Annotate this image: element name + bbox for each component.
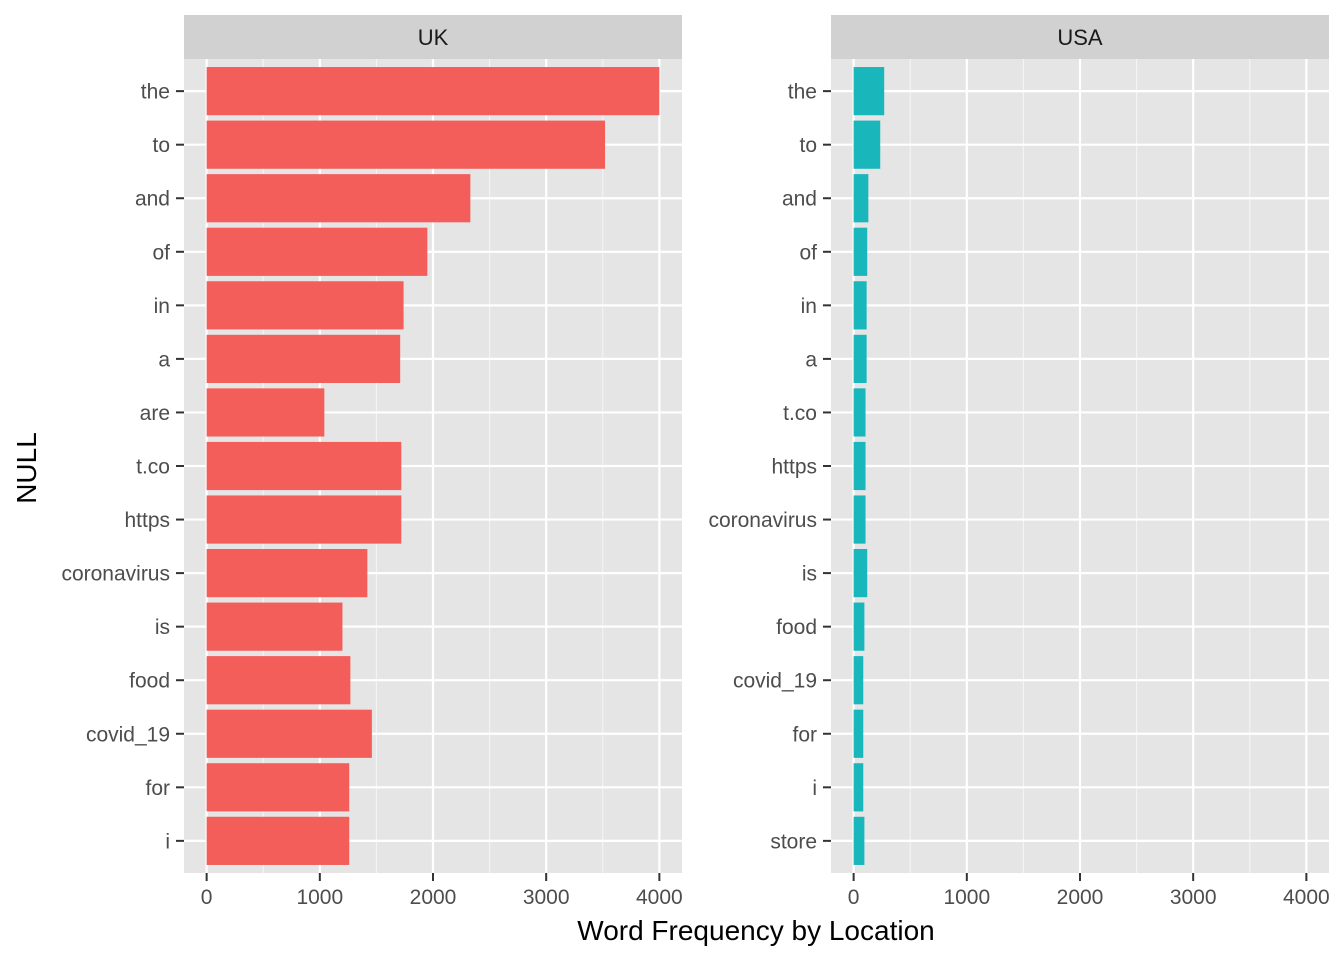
y-tick-label: covid_19 bbox=[86, 723, 170, 746]
x-tick-label: 0 bbox=[848, 886, 860, 909]
x-tick-label: 2000 bbox=[1057, 886, 1104, 909]
y-tick-label: coronavirus bbox=[708, 509, 817, 532]
bar-i bbox=[206, 816, 350, 865]
y-tick-label: covid_19 bbox=[733, 670, 817, 693]
x-tick-label: 2000 bbox=[410, 886, 457, 909]
bar-to bbox=[853, 120, 881, 169]
y-tick-label: i bbox=[165, 830, 170, 853]
y-tick-label: of bbox=[799, 241, 817, 264]
bar-https bbox=[853, 441, 866, 491]
bar-is bbox=[206, 602, 343, 651]
bar-for bbox=[853, 709, 864, 758]
x-tick-label: 1000 bbox=[943, 886, 990, 909]
bar-of bbox=[206, 227, 428, 276]
bar-covid_19 bbox=[853, 656, 864, 705]
facet-label: UK bbox=[418, 25, 449, 50]
y-tick-label: food bbox=[129, 670, 170, 693]
y-tick-label: https bbox=[771, 456, 817, 479]
y-tick-label: the bbox=[141, 81, 170, 104]
bar-the bbox=[853, 67, 885, 116]
y-tick-label: t.co bbox=[136, 456, 170, 479]
facet-strip bbox=[831, 15, 1329, 59]
bar-and bbox=[206, 174, 471, 223]
x-tick-label: 0 bbox=[201, 886, 213, 909]
bar-i bbox=[853, 763, 864, 812]
x-axis-title: Word Frequency by Location bbox=[577, 915, 934, 946]
bar-t.co bbox=[853, 388, 866, 437]
facet-strip bbox=[184, 15, 682, 59]
y-tick-label: a bbox=[805, 348, 817, 371]
y-tick-label: in bbox=[154, 295, 170, 318]
bar-food bbox=[853, 602, 865, 651]
y-tick-label: to bbox=[799, 134, 817, 157]
bar-covid_19 bbox=[206, 709, 372, 758]
y-tick-label: of bbox=[152, 241, 170, 264]
y-tick-label: is bbox=[155, 616, 170, 639]
bar-t.co bbox=[206, 441, 402, 491]
x-tick-label: 3000 bbox=[1170, 886, 1217, 909]
bar-for bbox=[206, 763, 350, 812]
bar-to bbox=[206, 120, 606, 169]
bar-of bbox=[853, 227, 868, 276]
bar-are bbox=[206, 388, 325, 437]
y-tick-label: coronavirus bbox=[61, 563, 170, 586]
bar-coronavirus bbox=[853, 495, 866, 544]
panels-layer: UKthetoandofinaaret.cohttpscoronavirusis… bbox=[61, 15, 1330, 909]
bar-in bbox=[206, 281, 404, 330]
y-tick-label: is bbox=[802, 563, 817, 586]
bar-food bbox=[206, 656, 351, 705]
y-tick-label: t.co bbox=[783, 402, 817, 425]
y-tick-label: and bbox=[782, 188, 817, 211]
bar-a bbox=[853, 334, 867, 383]
y-tick-label: https bbox=[124, 509, 170, 532]
y-tick-label: store bbox=[770, 830, 817, 853]
bar-in bbox=[853, 281, 867, 330]
y-axis-title: NULL bbox=[11, 432, 42, 504]
y-tick-label: the bbox=[788, 81, 817, 104]
y-tick-label: i bbox=[812, 777, 817, 800]
bar-https bbox=[206, 495, 402, 544]
bar-and bbox=[853, 174, 869, 223]
bar-is bbox=[853, 549, 868, 598]
bar-the bbox=[206, 67, 660, 116]
y-tick-label: food bbox=[776, 616, 817, 639]
bar-store bbox=[853, 816, 865, 865]
y-tick-label: a bbox=[158, 348, 170, 371]
x-tick-label: 4000 bbox=[636, 886, 683, 909]
bar-coronavirus bbox=[206, 549, 368, 598]
y-tick-label: for bbox=[792, 723, 817, 746]
y-tick-label: are bbox=[140, 402, 170, 425]
y-tick-label: for bbox=[145, 777, 170, 800]
y-tick-label: in bbox=[801, 295, 817, 318]
bar-a bbox=[206, 334, 401, 383]
y-tick-label: to bbox=[152, 134, 170, 157]
x-tick-label: 4000 bbox=[1283, 886, 1330, 909]
y-tick-label: and bbox=[135, 188, 170, 211]
x-tick-label: 1000 bbox=[296, 886, 343, 909]
facet-label: USA bbox=[1057, 25, 1103, 50]
panel-uk: UK the to and of in a are t.co https coronavirus is… bbox=[61, 15, 683, 909]
panel-usa: USA the to and of in a t.co https coronavirus is fo… bbox=[708, 15, 1330, 909]
x-tick-label: 3000 bbox=[523, 886, 570, 909]
